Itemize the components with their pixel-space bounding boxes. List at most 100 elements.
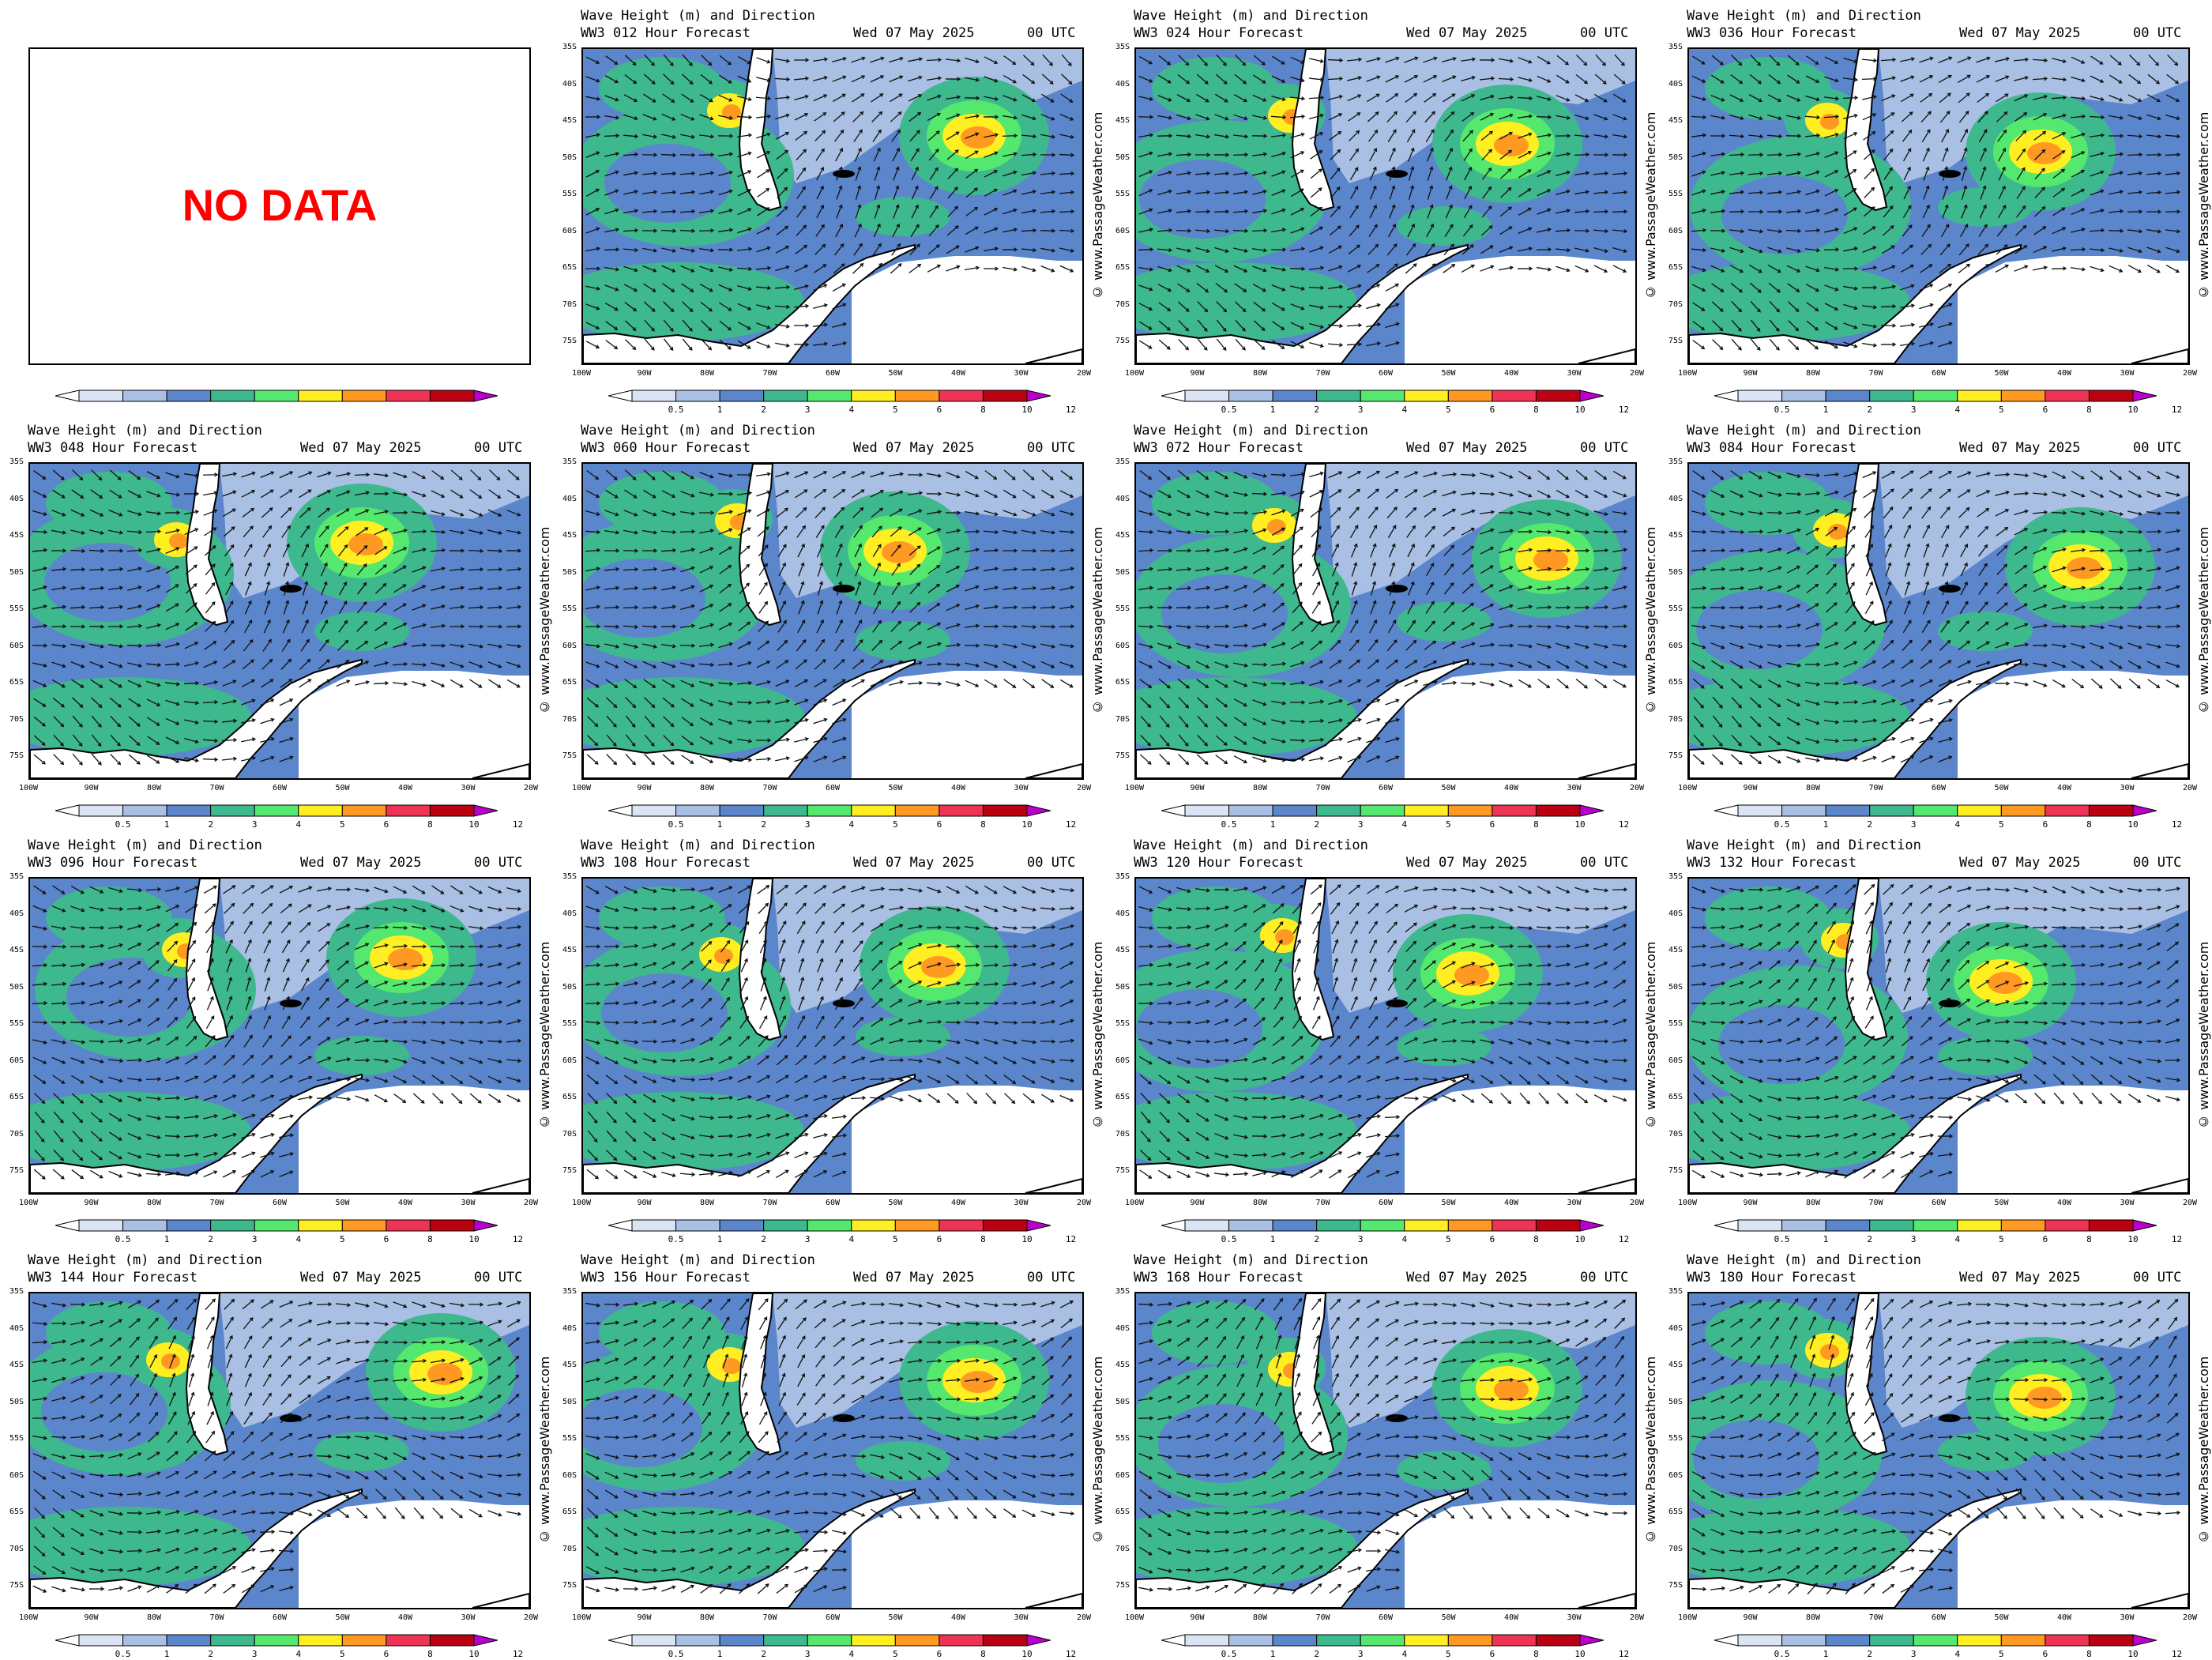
colorbar-tick: 3 [1358, 1234, 1364, 1244]
longitude-label: 90W [637, 784, 651, 792]
colorbar-tick: 12 [2172, 1649, 2182, 1659]
colorbar-tick: 8 [2086, 1234, 2092, 1244]
colorbar [55, 1634, 498, 1647]
site-credit: © www.PassageWeather.com [1643, 462, 1659, 778]
wave-field [30, 1293, 529, 1608]
colorbar-tick: 1 [164, 819, 170, 830]
longitude-label: 40W [398, 1199, 412, 1207]
longitude-label: 40W [1504, 784, 1518, 792]
colorbar-tick: 0.5 [1221, 1649, 1237, 1659]
longitude-label: 50W [888, 369, 902, 378]
forecast-time: 00 UTC [2133, 25, 2181, 41]
colorbar-tick: 6 [937, 1649, 942, 1659]
longitude-label: 80W [147, 784, 161, 792]
colorbar-tick: 8 [980, 1234, 986, 1244]
latitude-label: 75S [562, 337, 577, 345]
colorbar-tick: 4 [295, 819, 301, 830]
wave-field [583, 464, 1082, 778]
colorbar-tick: 5 [1446, 405, 1451, 415]
colorbar-tick: 1 [717, 1234, 723, 1244]
latitude-label: 70S [1668, 1545, 1683, 1553]
latitude-label: 35S [1115, 1287, 1130, 1296]
longitude-label: 40W [1504, 369, 1518, 378]
colorbar-tick: 12 [2172, 405, 2182, 415]
panel-title: Wave Height (m) and Direction [581, 1252, 815, 1268]
latitude-label: 70S [1115, 300, 1130, 309]
colorbar-tick: 0.5 [1774, 819, 1790, 830]
latitude-label: 35S [1115, 457, 1130, 466]
colorbar-tick: 10 [1574, 405, 1585, 415]
longitude-label: 70W [762, 1613, 777, 1622]
longitude-label: 60W [1932, 1199, 1946, 1207]
latitude-label: 35S [1115, 43, 1130, 51]
latitude-label: 75S [562, 1166, 577, 1175]
latitude-label: 40S [562, 80, 577, 88]
latitude-label: 55S [9, 604, 24, 613]
wave-field [1136, 879, 1635, 1193]
latitude-label: 65S [1668, 1508, 1683, 1516]
longitude-label: 90W [84, 1613, 98, 1622]
latitude-label: 45S [562, 1361, 577, 1369]
longitude-label: 50W [335, 1199, 349, 1207]
colorbar-tick: 10 [2127, 819, 2138, 830]
longitude-label: 70W [762, 784, 777, 792]
latitude-label: 50S [562, 1398, 577, 1406]
latitude-label: 75S [9, 1166, 24, 1175]
colorbar-tick: 4 [1954, 1649, 1960, 1659]
panel-title: Wave Height (m) and Direction [1687, 8, 1921, 24]
colorbar-tick: 10 [1021, 1234, 1032, 1244]
colorbar-tick: 5 [1446, 1234, 1451, 1244]
colorbar-tick: 12 [1619, 819, 1629, 830]
latitude-label: 75S [562, 751, 577, 760]
longitude-label: 20W [2183, 1613, 2197, 1622]
colorbar-swatches [55, 804, 498, 817]
latitude-label: 50S [562, 153, 577, 162]
colorbar-tick: 10 [1574, 1649, 1585, 1659]
colorbar-tick: 4 [1954, 819, 1960, 830]
wave-height-map [28, 1292, 531, 1609]
latitude-label: 60S [1668, 227, 1683, 235]
longitude-label: 70W [1868, 1199, 1883, 1207]
longitude-label: 70W [762, 1199, 777, 1207]
longitude-label: 30W [1014, 369, 1028, 378]
longitude-label: 100W [572, 784, 591, 792]
colorbar [1714, 1219, 2157, 1232]
latitude-label: 35S [562, 1287, 577, 1296]
forecast-date: Wed 07 May 2025 [1406, 855, 1528, 871]
longitude-label: 50W [335, 1613, 349, 1622]
longitude-label: 60W [1932, 1613, 1946, 1622]
wave-field [1136, 464, 1635, 778]
colorbar-tick: 12 [1619, 405, 1629, 415]
wave-field [1689, 879, 2188, 1193]
longitude-label: 60W [273, 1613, 287, 1622]
longitude-label: 20W [1077, 1199, 1091, 1207]
colorbar-tick: 2 [1314, 819, 1319, 830]
longitude-label: 30W [1567, 1199, 1581, 1207]
longitude-label: 90W [84, 784, 98, 792]
longitude-label: 30W [1567, 1613, 1581, 1622]
longitude-label: 60W [273, 1199, 287, 1207]
latitude-label: 40S [1668, 909, 1683, 918]
latitude-label: 55S [1668, 604, 1683, 613]
latitude-label: 40S [562, 495, 577, 503]
latitude-label: 70S [562, 715, 577, 724]
longitude-label: 80W [147, 1199, 161, 1207]
latitude-label: 75S [1115, 337, 1130, 345]
panel-title: Wave Height (m) and Direction [581, 838, 815, 853]
colorbar-tick: 8 [1533, 405, 1539, 415]
longitude-label: 40W [398, 1613, 412, 1622]
colorbar-tick: 8 [2086, 1649, 2092, 1659]
colorbar-tick: 0.5 [668, 819, 684, 830]
colorbar-tick: 8 [1533, 819, 1539, 830]
longitude-label: 90W [84, 1199, 98, 1207]
panel-title: Wave Height (m) and Direction [28, 838, 262, 853]
colorbar-swatches [1714, 390, 2157, 402]
panel-title: Wave Height (m) and Direction [581, 423, 815, 439]
